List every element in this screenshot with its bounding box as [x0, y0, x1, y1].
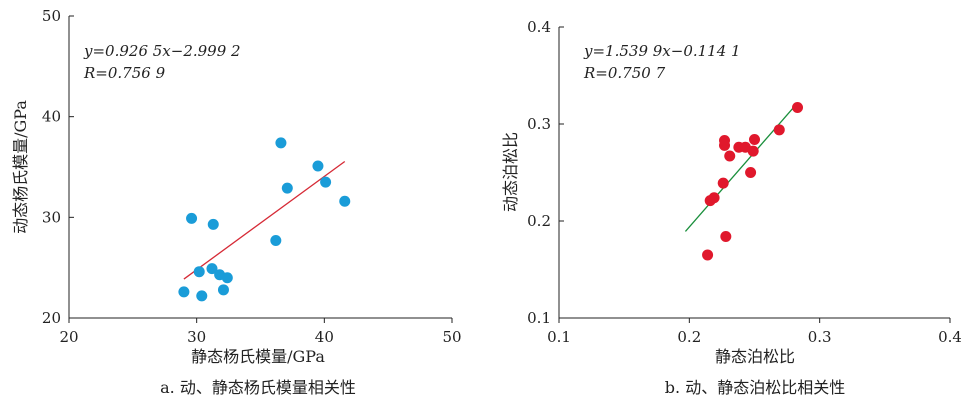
chart-a-y-tick-label-1: 30 — [42, 208, 61, 226]
chart-b-x-tick-label-3: 0.4 — [938, 328, 961, 346]
chart-b-point-10 — [745, 167, 757, 178]
chart-a-point-2 — [193, 266, 205, 278]
chart-b-point-3 — [717, 177, 729, 189]
chart-b-x-tick-label-0: 0.1 — [547, 328, 571, 346]
chart-b-point-13 — [773, 124, 785, 136]
chart-a-point-9 — [270, 234, 282, 246]
chart-b-y-tick-label-3: 0.4 — [527, 18, 551, 36]
chart-b-ticks: 0.1 0.2 0.3 0.4 0.1 0.2 0.3 0.4 — [527, 18, 961, 346]
chart-a-marks — [178, 137, 351, 302]
chart-b-caption: b. 动、静态泊松比相关性 — [665, 378, 845, 397]
chart-a: 20 30 40 50 20 30 40 50 y=0.926 5x−2.999 2 R=0.… — [11, 7, 462, 397]
chart-a-y-tick-label-2: 40 — [42, 108, 61, 126]
chart-b-point-7 — [724, 150, 736, 162]
chart-a-point-1 — [196, 290, 208, 302]
chart-a-point-13 — [320, 176, 332, 188]
chart-b-marks — [684, 102, 804, 261]
chart-a-x-tick-label-3: 50 — [442, 328, 461, 346]
chart-b-x-tick-label-2: 0.3 — [808, 328, 832, 346]
chart-a-point-14 — [339, 195, 351, 207]
chart-a-x-tick-label-0: 20 — [59, 328, 78, 346]
chart-b-y-axis-title: 动态泊松比 — [501, 132, 520, 212]
chart-b-point-12 — [749, 134, 760, 146]
chart-a-fit-line — [183, 161, 346, 280]
chart-b-equation: y=1.539 9x−0.114 1 — [583, 42, 741, 60]
chart-b-x-tick-label-1: 0.2 — [677, 328, 701, 346]
chart-a-y-tick-label-0: 20 — [42, 309, 61, 327]
chart-b-point-4 — [720, 231, 732, 243]
chart-a-ticks: 20 30 40 50 20 30 40 50 — [42, 7, 462, 346]
chart-a-point-7 — [186, 212, 198, 224]
chart-a-point-6 — [217, 284, 229, 296]
chart-b-point-0 — [702, 249, 714, 261]
chart-a-caption: a. 动、静态杨氏模量相关性 — [160, 378, 356, 397]
chart-b: 0.1 0.2 0.3 0.4 0.1 0.2 0.3 0.4 y=1.539 9x−0.11… — [501, 18, 961, 397]
chart-b-fit-line — [684, 104, 797, 232]
chart-b-point-14 — [792, 102, 804, 114]
chart-b-point-11 — [747, 145, 759, 157]
chart-a-point-3 — [206, 263, 218, 275]
chart-a-point-10 — [275, 137, 287, 149]
chart-a-y-axis-title: 动态杨氏模量/GPa — [11, 100, 30, 234]
chart-a-r-value: R=0.756 9 — [83, 64, 166, 82]
chart-b-y-tick-label-0: 0.1 — [527, 309, 551, 327]
chart-b-point-6 — [719, 134, 731, 146]
chart-b-axes — [558, 27, 950, 319]
chart-b-point-2 — [708, 192, 720, 204]
chart-a-axes — [68, 16, 452, 319]
chart-a-point-8 — [207, 218, 219, 230]
chart-b-y-tick-label-2: 0.3 — [527, 115, 551, 133]
chart-a-y-tick-label-3: 50 — [42, 7, 61, 25]
chart-a-point-5 — [221, 272, 233, 284]
chart-a-x-axis-title: 静态杨氏模量/GPa — [191, 347, 325, 366]
chart-a-equation: y=0.926 5x−2.999 2 — [83, 42, 241, 60]
chart-a-point-11 — [281, 182, 293, 194]
chart-a-point-12 — [312, 160, 324, 172]
chart-a-x-tick-label-1: 30 — [187, 328, 206, 346]
chart-b-r-value: R=0.750 7 — [583, 64, 666, 82]
chart-a-x-tick-label-2: 40 — [315, 328, 334, 346]
chart-b-y-tick-label-1: 0.2 — [527, 212, 551, 230]
chart-a-point-0 — [178, 286, 190, 298]
chart-b-x-axis-title: 静态泊松比 — [715, 347, 795, 366]
